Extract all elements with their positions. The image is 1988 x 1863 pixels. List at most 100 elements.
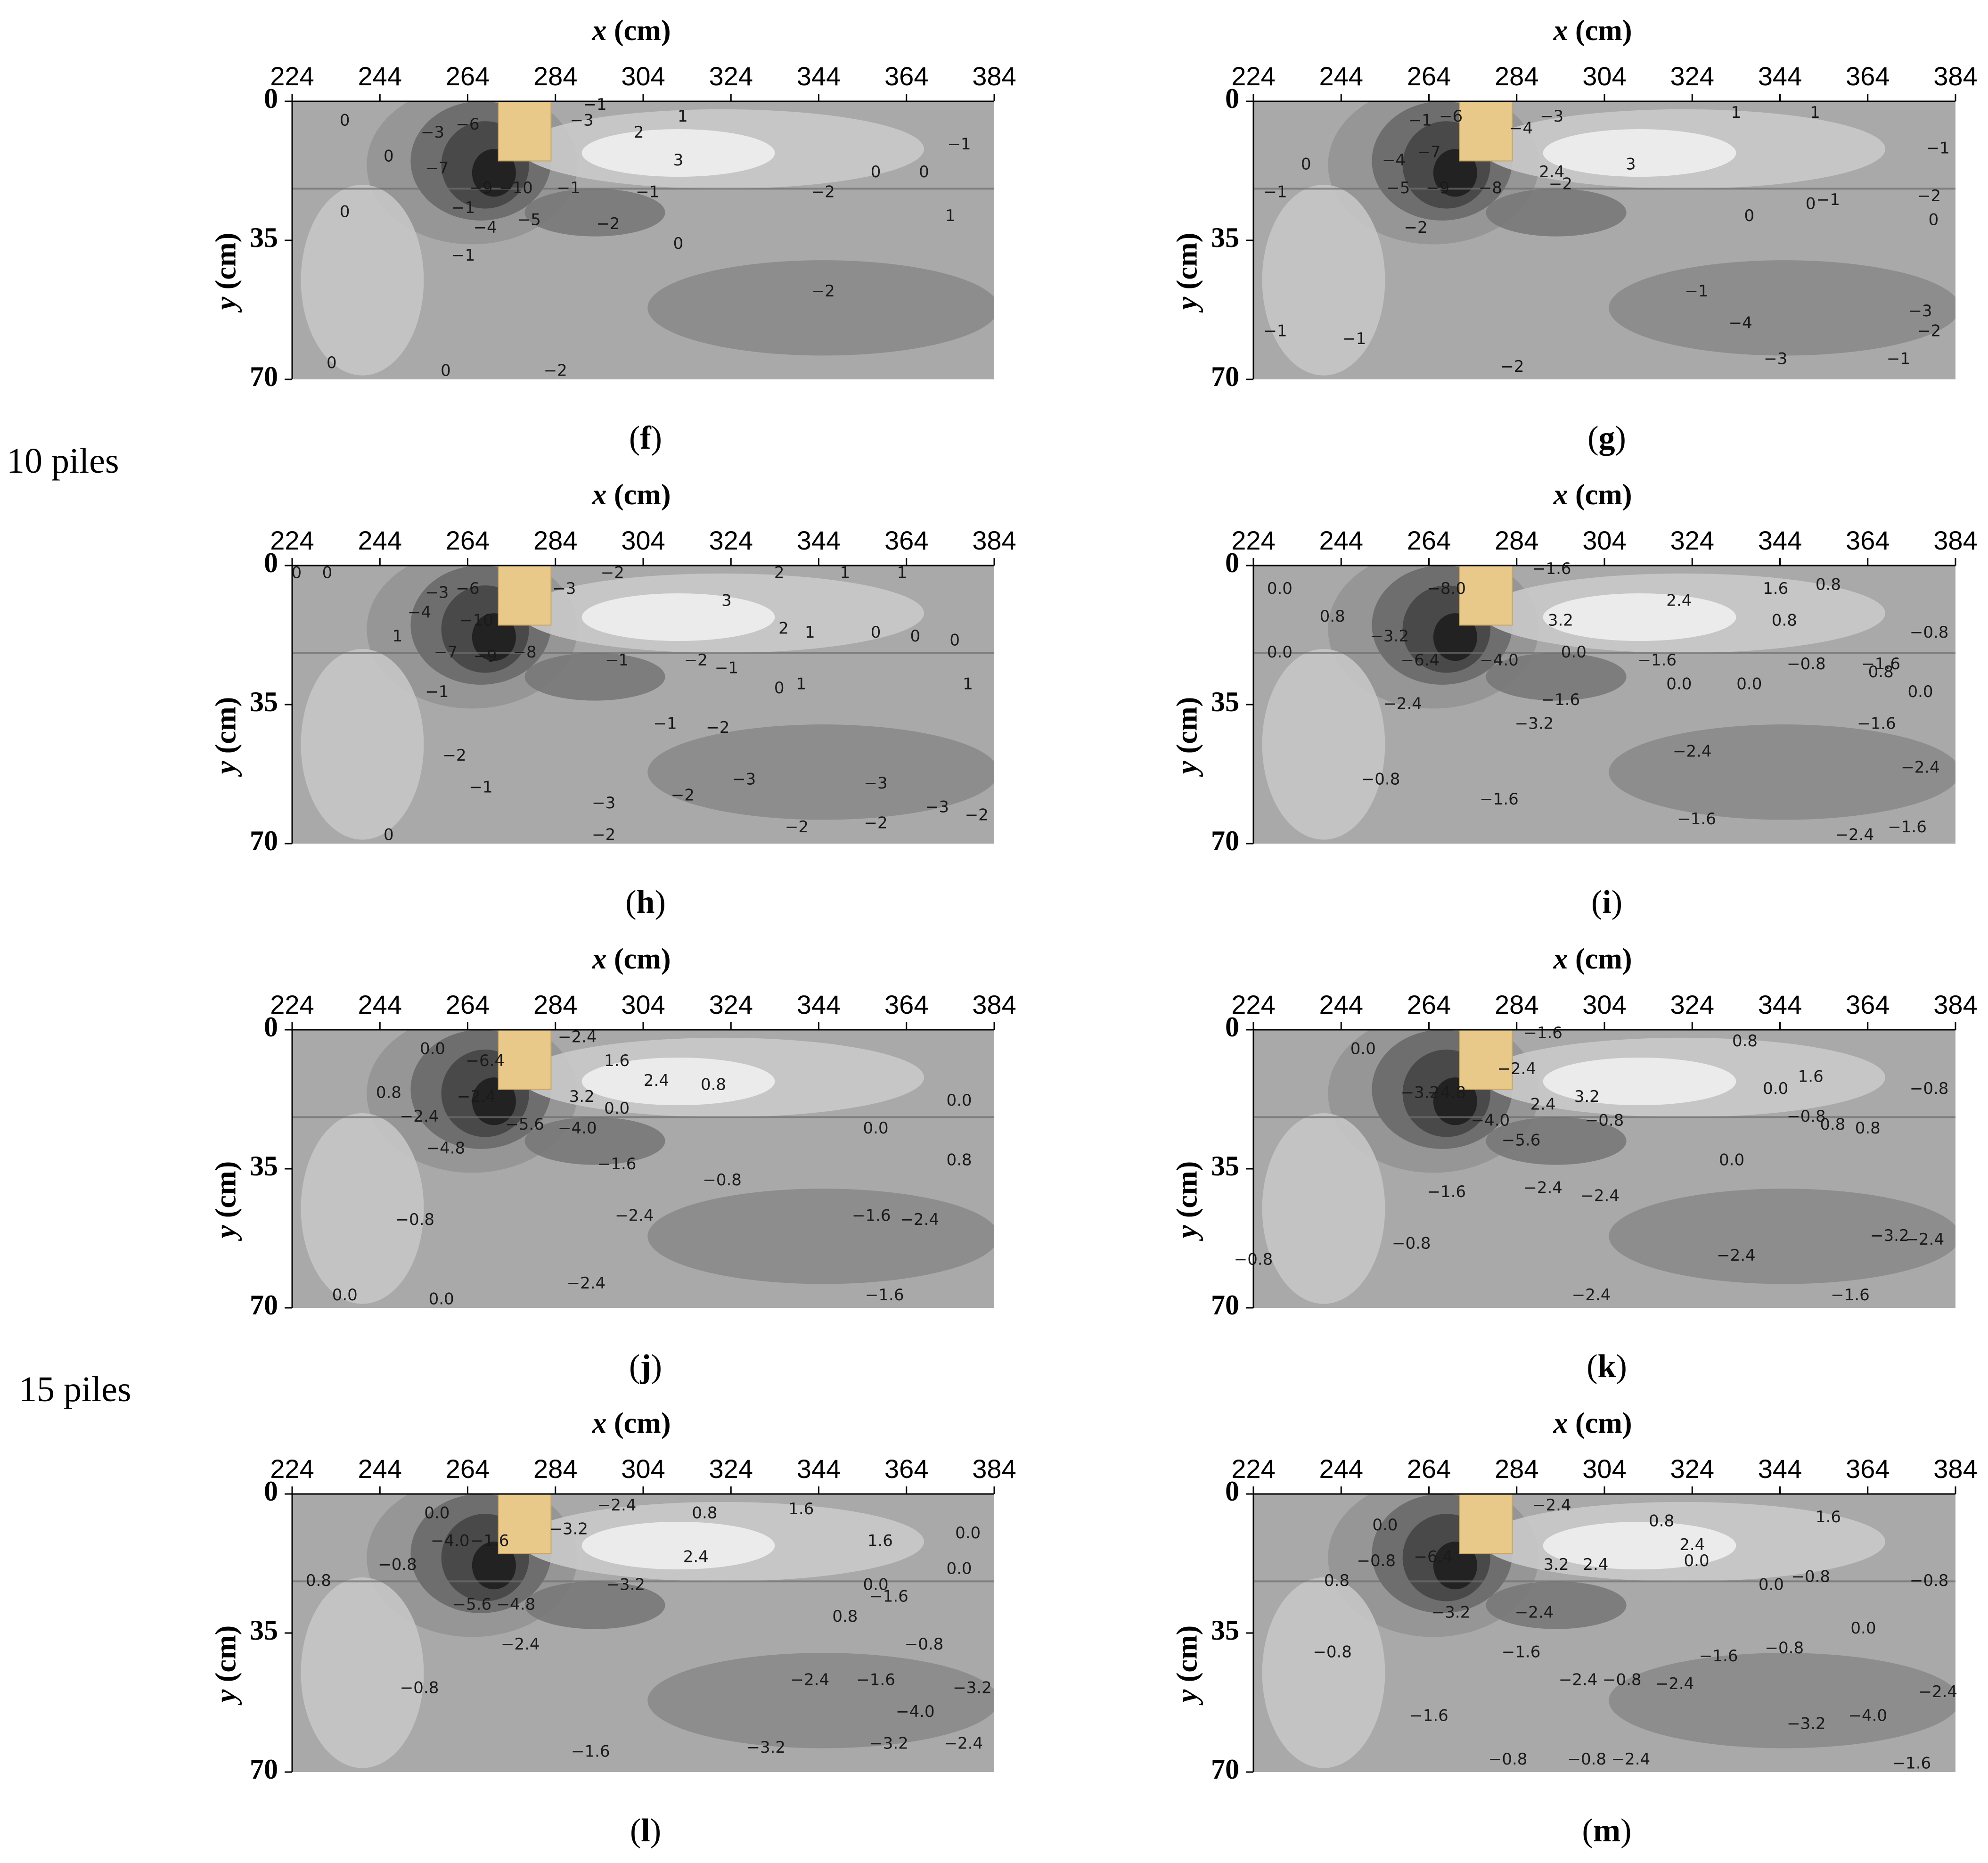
wake-trough: [524, 653, 665, 701]
contour-label: −1.6: [1427, 1182, 1466, 1201]
y-tick-label: 35: [1211, 222, 1239, 253]
side-flat: [1262, 1113, 1385, 1304]
contour-label: 0: [327, 353, 337, 372]
x-tick-label: 364: [884, 525, 928, 555]
x-tick-label: 264: [1407, 990, 1451, 1019]
contour-label: −9: [474, 647, 497, 665]
x-axis-title: x (cm): [490, 943, 773, 976]
x-tick-label: 304: [621, 990, 665, 1019]
far-trough: [647, 724, 994, 820]
contour-label: 3.2: [569, 1087, 595, 1106]
wake-trough: [524, 189, 665, 237]
contour-label: −2.4: [1906, 1230, 1945, 1249]
x-axis-var: x: [1553, 1407, 1568, 1439]
contour-label: −2: [1549, 175, 1572, 194]
contour-label: −3: [421, 123, 444, 142]
contour-label: −1: [1685, 282, 1709, 301]
x-tick-label: 324: [709, 990, 753, 1019]
contour-label: −3.2: [1787, 1714, 1826, 1733]
contour-label: −1: [1264, 321, 1287, 340]
contour-label: 0.0: [946, 1559, 972, 1578]
contour-label: −2: [811, 282, 835, 301]
contour-label: −2.4: [1572, 1286, 1611, 1305]
x-tick-label: 284: [1495, 525, 1538, 555]
contour-label: 0: [1806, 195, 1816, 213]
x-axis-title: x (cm): [1451, 14, 1734, 48]
contour-label: −4.0: [558, 1119, 597, 1138]
x-tick-label: 304: [1582, 1454, 1626, 1484]
contour-label: −7: [434, 643, 458, 662]
far-trough: [1609, 724, 1955, 820]
contour-label: 0: [384, 147, 394, 166]
y-tick-label: 70: [250, 1754, 278, 1785]
panel-letter: (h): [625, 884, 666, 920]
contour-label: −0.8: [1361, 770, 1400, 789]
contour-label: −7: [425, 159, 449, 178]
x-axis-title: x (cm): [490, 1407, 773, 1440]
x-tick-label: 264: [1407, 1454, 1451, 1484]
panel-f: x (cm) y (cm) (f) 0 −3 −6 −3 −1 2 1 3 0 −7 −9 −10 −1 −1−…: [198, 14, 1093, 467]
contour-label: −1.6: [1677, 810, 1716, 829]
row-label-15-piles: 15 piles: [19, 1370, 131, 1409]
x-tick-label: 364: [1846, 61, 1890, 91]
side-flat: [301, 185, 424, 376]
contour-label: −1.6: [1857, 714, 1896, 733]
contour-label: −2.4: [1655, 1674, 1694, 1693]
contour-label: −10: [459, 611, 493, 630]
contour-label: 0: [919, 163, 929, 181]
field-layer: [292, 1030, 994, 1308]
chart-svg: 0−1 −6−7−4−3−41 1−1−1 −5 −9 −82.4−230 −1 −200−2…: [1211, 61, 1978, 392]
contour-label: 0.0: [420, 1040, 445, 1059]
x-axis-unit: (cm): [1568, 943, 1632, 975]
contour-label: −0.8: [378, 1555, 417, 1574]
far-trough: [1609, 260, 1955, 356]
contour-label: −4: [408, 603, 431, 622]
x-tick-label: 244: [358, 61, 402, 91]
contour-label: 0: [1744, 206, 1754, 225]
x-axis-title: x (cm): [1451, 943, 1734, 976]
contour-label: 0.8: [1732, 1032, 1758, 1051]
x-axis-unit: (cm): [1568, 479, 1632, 511]
contour-label: 0: [340, 111, 350, 130]
contour-label: −2.4: [501, 1635, 540, 1654]
x-tick-label: 384: [972, 1454, 1016, 1484]
contour-label: −3.2: [953, 1679, 992, 1698]
contour-label: −2.4: [615, 1206, 654, 1225]
pile-block: [1459, 565, 1513, 626]
x-tick-label: 224: [1231, 61, 1275, 91]
contour-label: −9: [1426, 179, 1449, 197]
contour-label: 0: [910, 627, 921, 646]
contour-label: −2: [443, 746, 466, 765]
x-axis-unit: (cm): [1568, 15, 1632, 47]
x-tick-label: 304: [621, 61, 665, 91]
contour-label: 0: [291, 563, 302, 582]
contour-label: −3: [1764, 349, 1787, 368]
contour-label: −1: [451, 246, 475, 265]
contour-label: 0: [322, 563, 333, 582]
x-tick-label: 244: [358, 1454, 402, 1484]
contour-label: 2.4: [1583, 1555, 1608, 1574]
contour-label: 0.0: [1850, 1619, 1876, 1638]
contour-label: −4.0: [431, 1532, 470, 1551]
contour-label: 1.6: [604, 1051, 630, 1070]
x-tick-label: 264: [446, 990, 490, 1019]
contour-label: 2.4: [1530, 1095, 1556, 1114]
x-axis-unit: (cm): [606, 479, 671, 511]
x-tick-label: 284: [533, 525, 577, 555]
wake-trough: [524, 1581, 665, 1629]
field-layer: [1253, 1494, 1955, 1772]
x-tick-label: 224: [1231, 990, 1275, 1019]
contour-label: −1.6: [1523, 1024, 1563, 1042]
contour-label: −2.4: [567, 1274, 606, 1293]
contour-label: 0.0: [1350, 1040, 1376, 1059]
y-tick-label: 70: [1211, 825, 1239, 856]
x-tick-label: 264: [1407, 61, 1451, 91]
contour-label: 0.0: [1372, 1516, 1398, 1535]
contour-label: −1: [1342, 329, 1366, 348]
field-layer: [1253, 101, 1955, 379]
deposition-crest: [581, 1522, 775, 1570]
contour-label: −0.8: [1313, 1643, 1352, 1662]
contour-label: 0.0: [1666, 674, 1692, 693]
pile-block: [498, 1029, 552, 1090]
panel-m: x (cm) y (cm) (m) 0.0 −2.4 0.8 1.6 −6.4 −0.8 2.4 0…: [1159, 1407, 1988, 1859]
